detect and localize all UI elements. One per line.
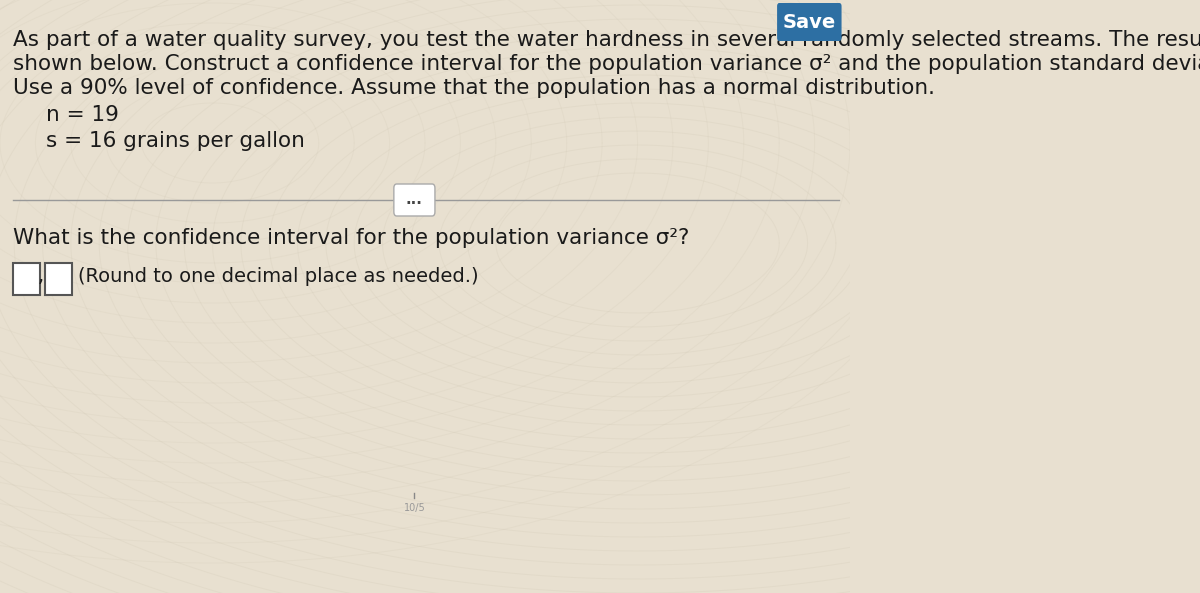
Text: Save: Save — [782, 12, 835, 31]
Text: shown below. Construct a confidence interval for the population variance σ² and : shown below. Construct a confidence inte… — [13, 54, 1200, 74]
Text: 10/5: 10/5 — [403, 503, 425, 513]
Text: Use a 90% level of confidence. Assume that the population has a normal distribut: Use a 90% level of confidence. Assume th… — [13, 78, 935, 98]
Text: What is the confidence interval for the population variance σ²?: What is the confidence interval for the … — [13, 228, 689, 248]
Text: n = 19: n = 19 — [46, 105, 119, 125]
Text: ...: ... — [406, 193, 422, 208]
FancyBboxPatch shape — [778, 3, 841, 41]
FancyBboxPatch shape — [394, 184, 434, 216]
Text: (Round to one decimal place as needed.): (Round to one decimal place as needed.) — [78, 267, 479, 286]
Text: s = 16 grains per gallon: s = 16 grains per gallon — [46, 131, 305, 151]
Bar — [13, 263, 40, 295]
Text: ,: , — [38, 267, 44, 286]
Text: As part of a water quality survey, you test the water hardness in several random: As part of a water quality survey, you t… — [13, 30, 1200, 50]
Bar — [44, 263, 72, 295]
